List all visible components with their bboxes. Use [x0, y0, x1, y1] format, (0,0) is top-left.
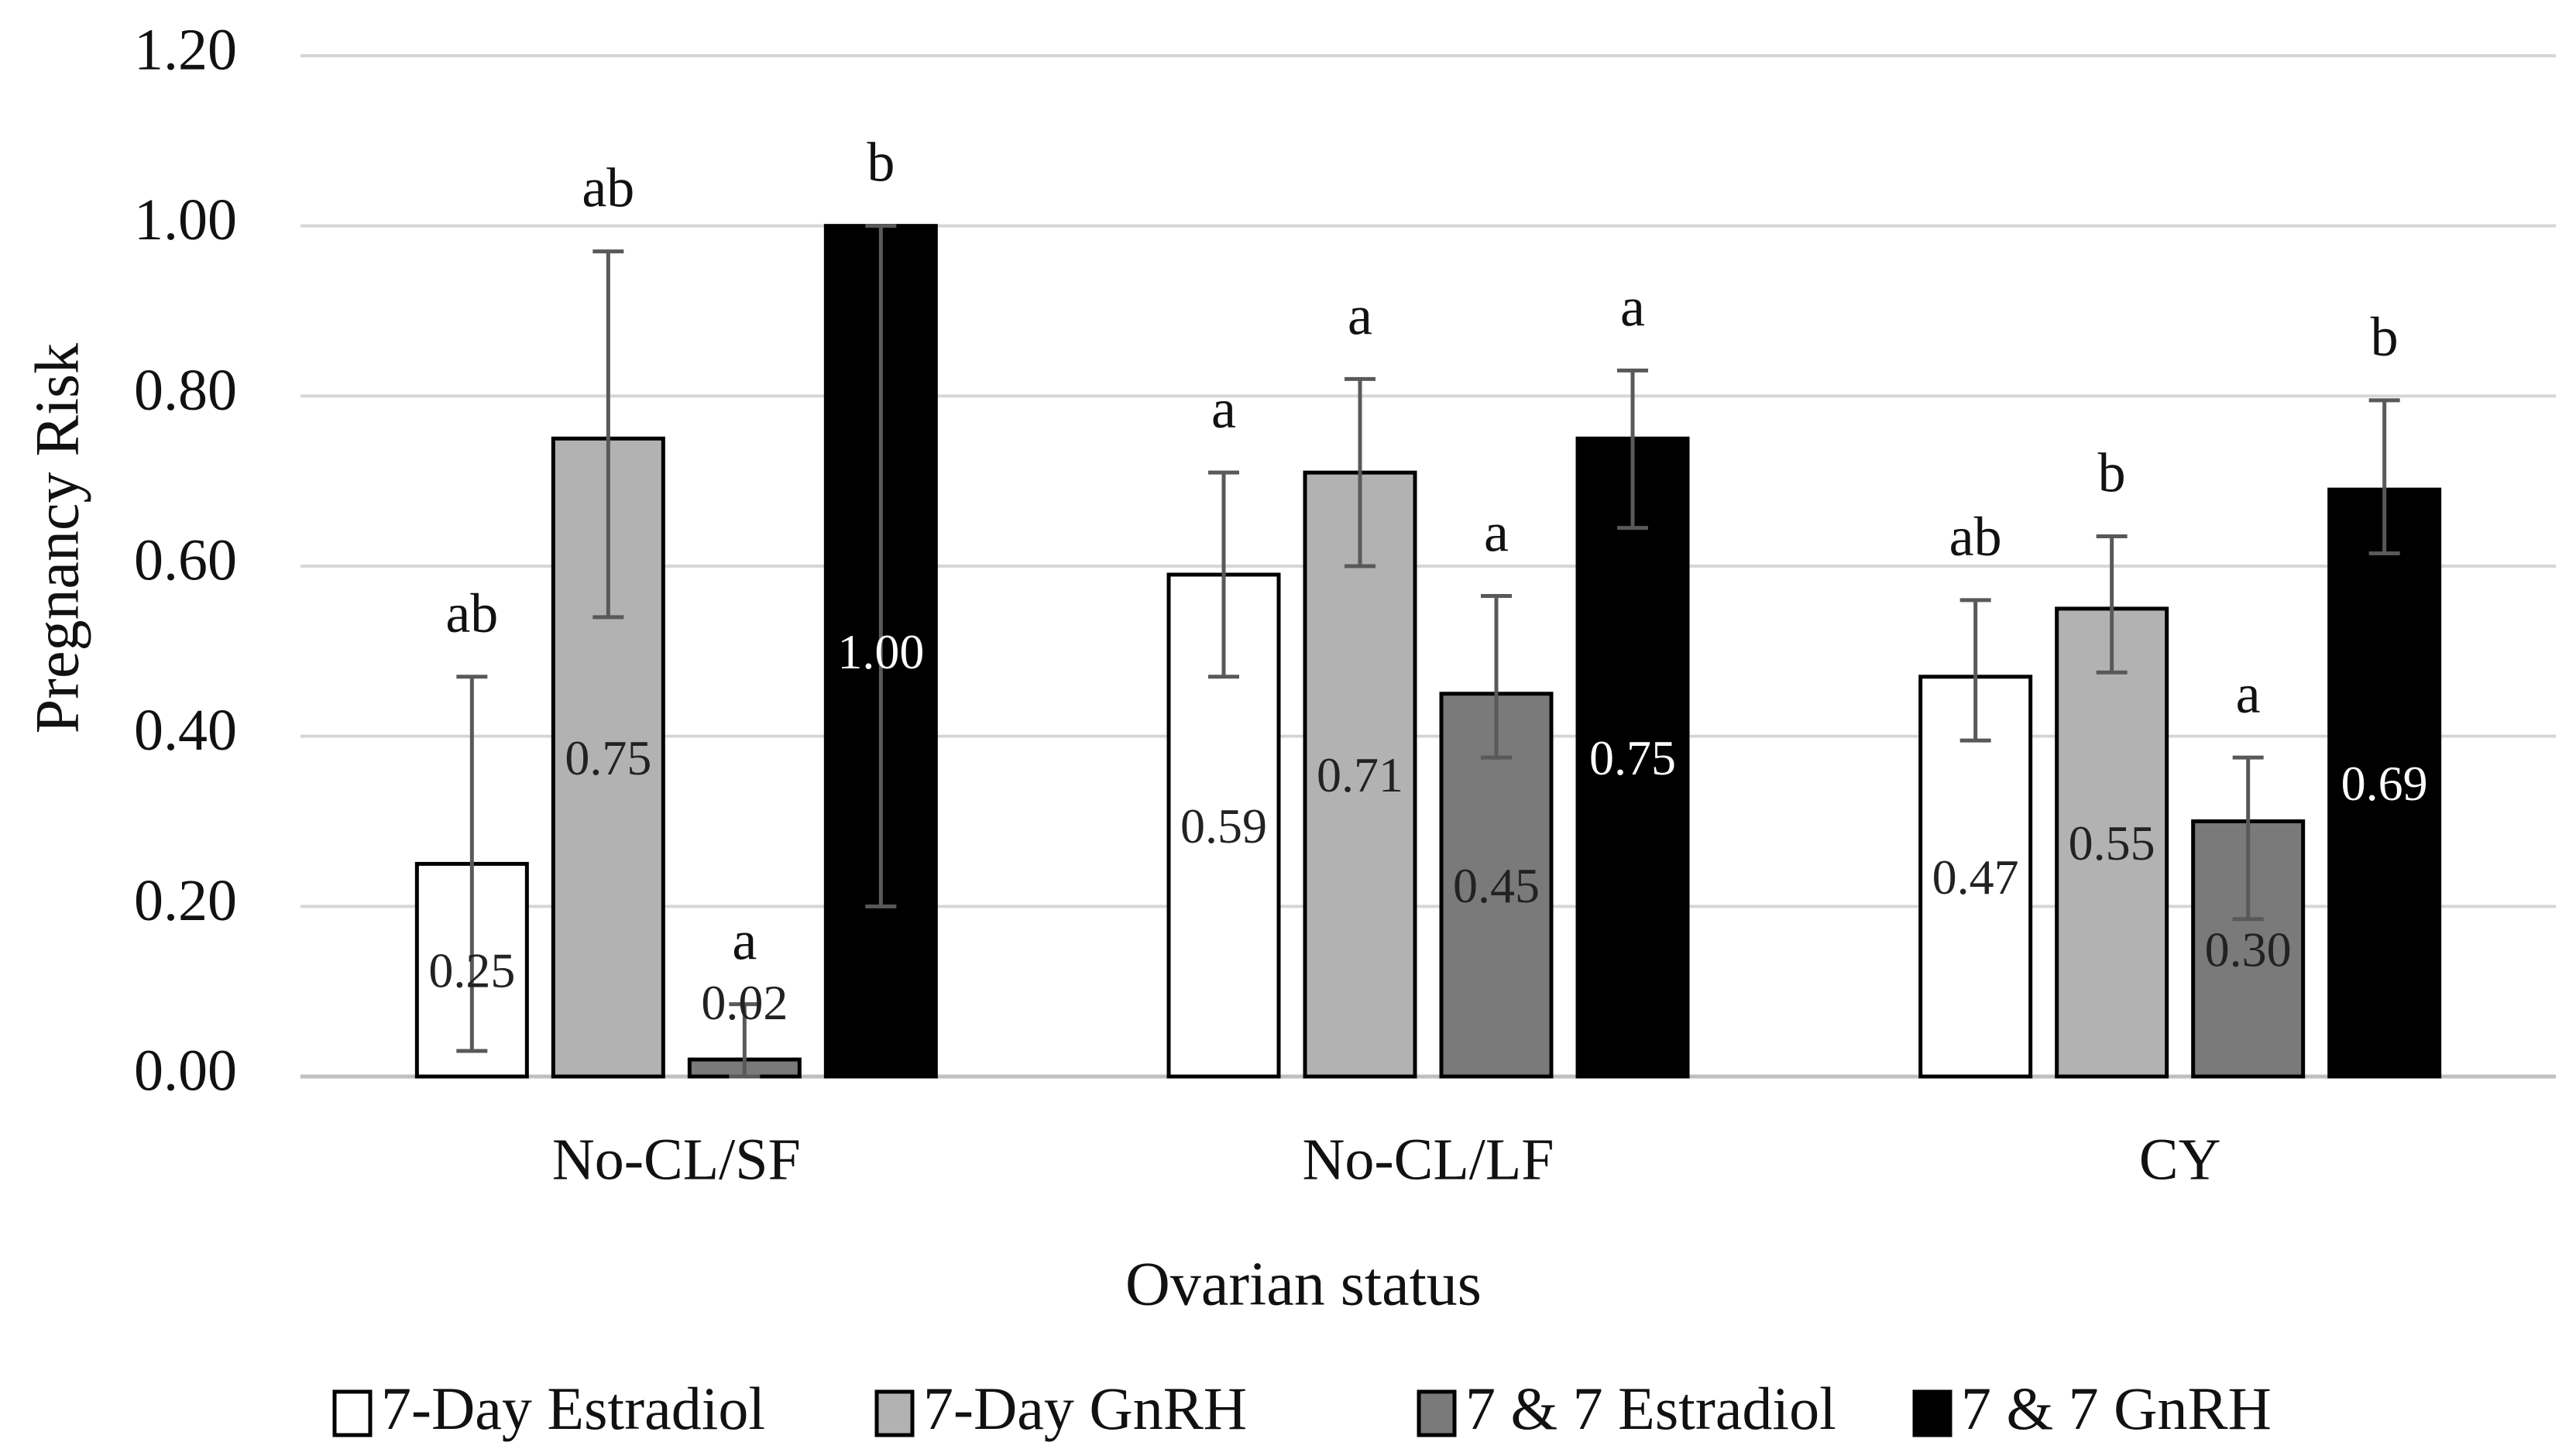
- x-tick-label: No-CL/SF: [552, 1127, 801, 1192]
- y-tick-label: 0.80: [134, 358, 237, 423]
- legend-label: 7 & 7 Estradiol: [1465, 1375, 1836, 1442]
- bar: [1303, 470, 1417, 1079]
- bar: [2055, 606, 2169, 1079]
- gridlines: [301, 54, 2556, 1079]
- bar-value-label: 0.45: [1453, 858, 1540, 913]
- significance-letter: ab: [1949, 506, 2002, 568]
- legend-label: 7 & 7 GnRH: [1961, 1375, 2272, 1442]
- error-bars: [456, 224, 2400, 1079]
- significance-letter: b: [2098, 442, 2126, 504]
- bar: [1575, 436, 1690, 1079]
- bar-value-label: 0.25: [428, 943, 515, 998]
- y-tick-label: 1.00: [134, 187, 237, 252]
- y-tick-label: 0.40: [134, 698, 237, 763]
- legend-swatch: [874, 1389, 915, 1437]
- significance-letter: a: [1348, 284, 1372, 346]
- bar-value-label: 0.30: [2205, 922, 2292, 977]
- bar: [1918, 675, 2033, 1079]
- x-axis-title: Ovarian status: [1125, 1250, 1482, 1318]
- legend-swatch: [1417, 1389, 1457, 1437]
- legend-label: 7-Day Estradiol: [381, 1375, 765, 1442]
- x-axis-tick-labels: No-CL/SF No-CL/LF CY: [552, 1127, 2221, 1192]
- significance-letter: a: [2236, 663, 2261, 725]
- x-tick-label: CY: [2139, 1127, 2221, 1192]
- significance-letter: b: [867, 132, 895, 194]
- bar: [2327, 487, 2442, 1079]
- bar-value-label: 0.55: [2069, 816, 2155, 871]
- bar-value-label: 0.69: [2341, 756, 2428, 811]
- bar-value-label: 0.75: [565, 730, 651, 785]
- y-axis-title: Pregnancy Risk: [23, 343, 91, 733]
- y-axis-tick-labels: 0.00 0.20 0.40 0.60 0.80 1.00 1.20: [134, 17, 237, 1103]
- significance-letter: b: [2371, 306, 2399, 368]
- legend-swatch: [1912, 1389, 1953, 1437]
- significance-letter: ab: [582, 157, 634, 219]
- y-tick-label: 1.20: [134, 17, 237, 82]
- y-tick-label: 0.60: [134, 527, 237, 592]
- bar-value-label: 0.02: [701, 975, 788, 1030]
- bar-value-label: 1.00: [837, 624, 924, 679]
- bar-value-label: 0.59: [1180, 798, 1267, 853]
- bar-groups: [414, 224, 2442, 1079]
- bar-value-label: 0.75: [1589, 730, 1676, 785]
- y-tick-label: 0.20: [134, 868, 237, 933]
- bar-value-label: 0.71: [1317, 747, 1403, 802]
- significance-letter: a: [732, 910, 757, 972]
- bar-value-label: 0.47: [1932, 850, 2019, 905]
- significance-letter: ab: [445, 582, 498, 644]
- legend-label: 7-Day GnRH: [923, 1375, 1247, 1442]
- bar: [2191, 819, 2306, 1079]
- significance-letter: a: [1484, 501, 1509, 563]
- legend: 7-Day Estradiol 7-Day GnRH 7 & 7 Estradiol…: [332, 1375, 2272, 1442]
- legend-swatch: [332, 1389, 373, 1437]
- significance-letter: a: [1620, 276, 1645, 338]
- significance-letter: a: [1211, 378, 1236, 440]
- y-tick-label: 0.00: [134, 1038, 237, 1103]
- bar-value-labels: 0.25 0.75 0.02 1.00 0.59 0.71 0.45 0.75 0.47 0.55…: [428, 624, 2427, 1030]
- x-tick-label: No-CL/LF: [1302, 1127, 1554, 1192]
